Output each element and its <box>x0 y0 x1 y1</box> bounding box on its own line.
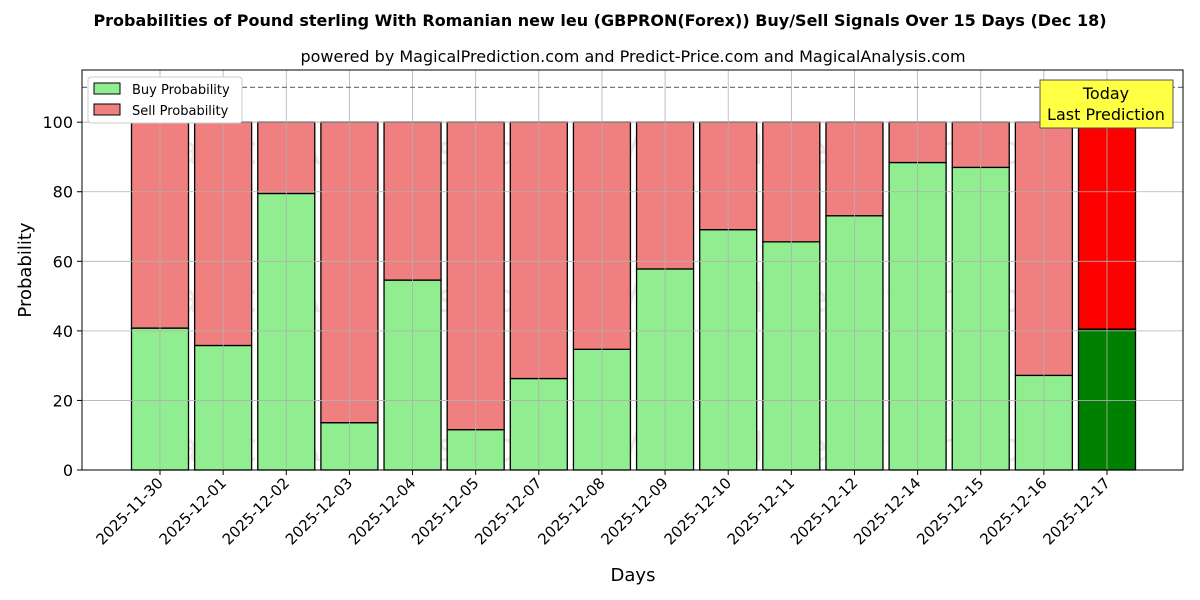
x-tick-label: 2025-12-03 <box>282 474 356 548</box>
y-tick-label: 40 <box>53 322 73 341</box>
x-tick-label: 2025-12-11 <box>724 474 798 548</box>
legend-label: Buy Probability <box>132 83 230 98</box>
x-tick-label: 2025-12-05 <box>408 474 482 548</box>
chart-title: Probabilities of Pound sterling With Rom… <box>93 11 1106 30</box>
x-tick-label: 2025-12-09 <box>598 474 672 548</box>
x-tick-label: 2025-12-04 <box>345 474 419 548</box>
plot-frame <box>81 69 1184 471</box>
y-tick-label: 0 <box>63 461 73 480</box>
annotation-box <box>1039 79 1174 129</box>
x-tick-label: 2025-12-07 <box>471 474 545 548</box>
x-tick-label: 2025-12-10 <box>661 474 735 548</box>
legend-label: Sell Probability <box>132 104 229 119</box>
legend <box>87 76 243 124</box>
x-tick-label: 2025-12-14 <box>850 474 924 548</box>
legend-swatch <box>93 103 121 116</box>
x-tick-label: 2025-12-01 <box>156 474 230 548</box>
x-tick-label: 2025-12-15 <box>913 474 987 548</box>
x-tick-label: 2025-12-16 <box>976 474 1050 548</box>
annotation-text: Today <box>1082 84 1129 103</box>
y-tick-label: 60 <box>53 252 73 271</box>
annotation-text: Last Prediction <box>1047 105 1165 124</box>
y-axis-label: Probability <box>15 222 36 317</box>
y-tick-label: 80 <box>53 183 73 202</box>
legend-swatch <box>93 82 121 95</box>
x-tick-label: 2025-12-08 <box>534 474 608 548</box>
y-tick-label: 20 <box>53 391 73 410</box>
y-tick-label: 100 <box>42 113 73 132</box>
x-tick-label: 2025-12-12 <box>787 474 861 548</box>
x-tick-label: 2025-12-02 <box>219 474 293 548</box>
x-tick-label: 2025-11-30 <box>92 474 166 548</box>
x-axis-label: Days <box>611 565 656 586</box>
x-tick-label: 2025-12-17 <box>1039 474 1113 548</box>
chart-subtitle: powered by MagicalPrediction.com and Pre… <box>300 47 965 66</box>
